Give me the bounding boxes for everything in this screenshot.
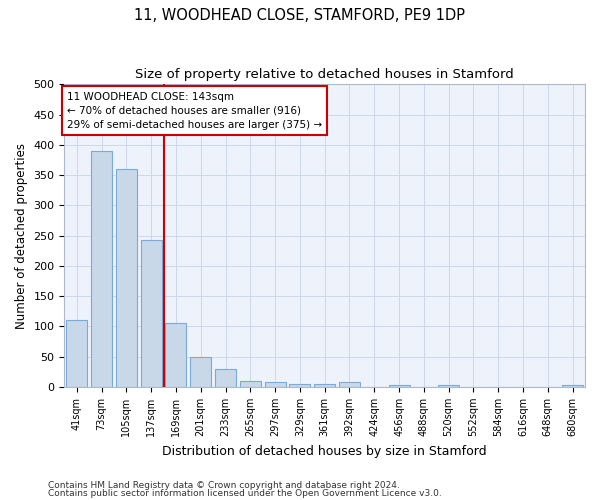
Bar bbox=[215, 369, 236, 387]
Bar bbox=[140, 240, 162, 387]
Bar bbox=[289, 384, 310, 387]
Text: Contains HM Land Registry data © Crown copyright and database right 2024.: Contains HM Land Registry data © Crown c… bbox=[48, 480, 400, 490]
Text: 11 WOODHEAD CLOSE: 143sqm
← 70% of detached houses are smaller (916)
29% of semi: 11 WOODHEAD CLOSE: 143sqm ← 70% of detac… bbox=[67, 92, 322, 130]
Title: Size of property relative to detached houses in Stamford: Size of property relative to detached ho… bbox=[136, 68, 514, 80]
Text: 11, WOODHEAD CLOSE, STAMFORD, PE9 1DP: 11, WOODHEAD CLOSE, STAMFORD, PE9 1DP bbox=[134, 8, 466, 22]
Bar bbox=[438, 385, 459, 387]
Bar bbox=[389, 385, 410, 387]
Text: Contains public sector information licensed under the Open Government Licence v3: Contains public sector information licen… bbox=[48, 489, 442, 498]
Bar bbox=[314, 384, 335, 387]
Y-axis label: Number of detached properties: Number of detached properties bbox=[15, 142, 28, 328]
Bar bbox=[116, 169, 137, 387]
Bar bbox=[265, 382, 286, 387]
Bar bbox=[66, 320, 88, 387]
Bar bbox=[91, 151, 112, 387]
Bar bbox=[339, 382, 360, 387]
Bar bbox=[562, 385, 583, 387]
Bar bbox=[190, 356, 211, 387]
X-axis label: Distribution of detached houses by size in Stamford: Distribution of detached houses by size … bbox=[163, 444, 487, 458]
Bar bbox=[240, 381, 261, 387]
Bar bbox=[166, 324, 187, 387]
